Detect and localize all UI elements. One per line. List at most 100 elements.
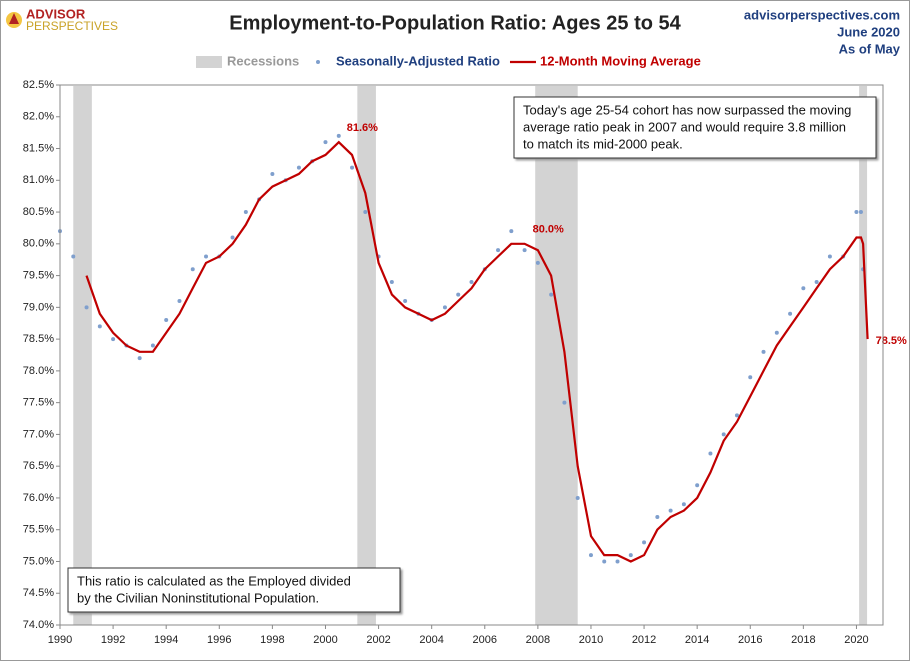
data-point bbox=[164, 318, 169, 323]
data-point bbox=[496, 248, 501, 253]
x-tick-label: 1998 bbox=[260, 634, 284, 646]
data-point bbox=[858, 210, 863, 215]
y-tick-label: 80.0% bbox=[23, 238, 54, 250]
data-point bbox=[695, 483, 700, 488]
data-point bbox=[270, 171, 275, 176]
data-point bbox=[469, 279, 474, 284]
data-point bbox=[681, 502, 686, 507]
legend-label: Recessions bbox=[227, 53, 299, 68]
y-tick-label: 77.5% bbox=[23, 397, 54, 409]
data-point bbox=[230, 235, 235, 240]
x-tick-label: 1994 bbox=[154, 634, 178, 646]
chart-title: Employment-to-Population Ratio: Ages 25 … bbox=[229, 12, 681, 34]
x-tick-label: 2014 bbox=[685, 634, 709, 646]
data-point bbox=[323, 140, 328, 145]
data-point bbox=[788, 311, 793, 316]
data-point bbox=[814, 279, 819, 284]
data-point bbox=[628, 553, 633, 558]
data-point bbox=[111, 337, 116, 342]
y-tick-label: 82.0% bbox=[23, 111, 54, 123]
data-point bbox=[190, 267, 195, 272]
y-tick-label: 81.5% bbox=[23, 142, 54, 154]
brand-as-of: As of May bbox=[839, 41, 901, 56]
x-tick-label: 2012 bbox=[632, 634, 656, 646]
logo-top: ADVISOR bbox=[26, 6, 86, 21]
brand-site: advisorperspectives.com bbox=[744, 7, 900, 22]
data-point bbox=[456, 292, 461, 297]
y-tick-label: 77.0% bbox=[23, 428, 54, 440]
note-box bbox=[67, 567, 401, 613]
y-tick-label: 79.0% bbox=[23, 301, 54, 313]
y-tick-label: 76.0% bbox=[23, 492, 54, 504]
y-tick-label: 81.0% bbox=[23, 174, 54, 186]
plot-area bbox=[59, 84, 884, 626]
x-tick-label: 2010 bbox=[579, 634, 603, 646]
data-point bbox=[615, 559, 620, 564]
x-tick-label: 2006 bbox=[473, 634, 497, 646]
y-tick-label: 78.5% bbox=[23, 333, 54, 345]
legend-label: 12-Month Moving Average bbox=[540, 53, 701, 68]
x-tick-label: 2008 bbox=[526, 634, 550, 646]
legend-swatch bbox=[196, 56, 222, 68]
recession-band bbox=[859, 86, 868, 625]
data-point bbox=[761, 349, 766, 354]
data-point bbox=[84, 305, 89, 310]
data-point bbox=[296, 165, 301, 170]
x-tick-label: 2018 bbox=[791, 634, 815, 646]
x-tick-label: 2016 bbox=[738, 634, 762, 646]
y-tick-label: 80.5% bbox=[23, 206, 54, 218]
data-point bbox=[602, 559, 607, 564]
data-point bbox=[535, 260, 540, 265]
x-tick-label: 1992 bbox=[101, 634, 125, 646]
y-tick-label: 79.5% bbox=[23, 269, 54, 281]
legend-label: Seasonally-Adjusted Ratio bbox=[336, 53, 500, 68]
data-point bbox=[801, 286, 806, 291]
data-point bbox=[403, 299, 408, 303]
data-point bbox=[177, 299, 182, 303]
x-tick-label: 2004 bbox=[419, 634, 443, 646]
legend-marker bbox=[316, 60, 320, 64]
note-text: This ratio is calculated as the Employed… bbox=[77, 573, 351, 588]
data-point bbox=[336, 133, 341, 138]
recession-band bbox=[73, 86, 92, 625]
note-box bbox=[513, 96, 877, 159]
note-text: by the Civilian Noninstitutional Populat… bbox=[77, 590, 319, 605]
x-tick-label: 1990 bbox=[48, 634, 72, 646]
data-point bbox=[522, 248, 527, 253]
data-point bbox=[734, 413, 739, 418]
data-point bbox=[549, 292, 554, 297]
data-point bbox=[150, 343, 155, 348]
x-tick-label: 2002 bbox=[366, 634, 390, 646]
recession-band bbox=[357, 86, 376, 625]
y-tick-label: 75.5% bbox=[23, 524, 54, 536]
data-point bbox=[575, 495, 580, 500]
y-tick-label: 78.0% bbox=[23, 365, 54, 377]
plot-area bbox=[59, 84, 884, 626]
y-tick-label: 75.0% bbox=[23, 555, 54, 567]
moving-average-line bbox=[85, 140, 869, 563]
data-point bbox=[562, 400, 567, 405]
peak-label: 78.5% bbox=[876, 335, 907, 347]
data-point bbox=[708, 451, 713, 456]
data-point bbox=[71, 254, 76, 259]
data-point bbox=[655, 515, 660, 519]
data-point bbox=[748, 375, 753, 380]
data-point bbox=[721, 432, 726, 437]
peak-label: 81.6% bbox=[347, 122, 378, 134]
note-text: Today's age 25-54 cohort has now surpass… bbox=[523, 102, 851, 117]
note-text: average ratio peak in 2007 and would req… bbox=[523, 119, 846, 134]
note-text: to match its mid-2000 peak. bbox=[523, 136, 683, 151]
x-tick-label: 2000 bbox=[313, 634, 337, 646]
data-point bbox=[774, 330, 779, 335]
logo-icon bbox=[9, 13, 19, 24]
data-point bbox=[827, 254, 832, 259]
y-tick-label: 74.0% bbox=[23, 619, 54, 631]
data-point bbox=[642, 540, 647, 545]
peak-label: 80.0% bbox=[533, 224, 564, 236]
recession-band bbox=[535, 86, 578, 625]
logo: ADVISOR PERSPECTIVES bbox=[6, 6, 118, 33]
data-point bbox=[137, 356, 142, 361]
x-tick-label: 2020 bbox=[844, 634, 868, 646]
